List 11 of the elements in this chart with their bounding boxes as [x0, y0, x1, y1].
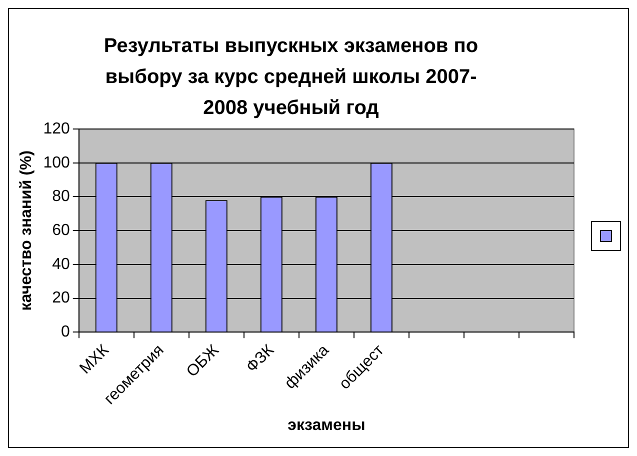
y-tick-label: 80: [52, 188, 70, 206]
chart-title: Результаты выпускных экзаменов по выбору за курс средней школы 2007-2008 учебный год: [102, 34, 480, 121]
x-tick-label: ФЗК: [243, 341, 278, 376]
y-tick-label: 40: [52, 256, 70, 273]
y-axis-title: качество знаний (%): [18, 150, 36, 311]
y-tick-label: 0: [60, 324, 70, 341]
x-axis-title: экзамены: [288, 416, 366, 434]
y-tick-label: 60: [52, 222, 70, 239]
y-tick-label: 100: [43, 154, 70, 172]
y-tick-label: 20: [52, 290, 70, 307]
y-tick-label: 120: [43, 120, 70, 138]
